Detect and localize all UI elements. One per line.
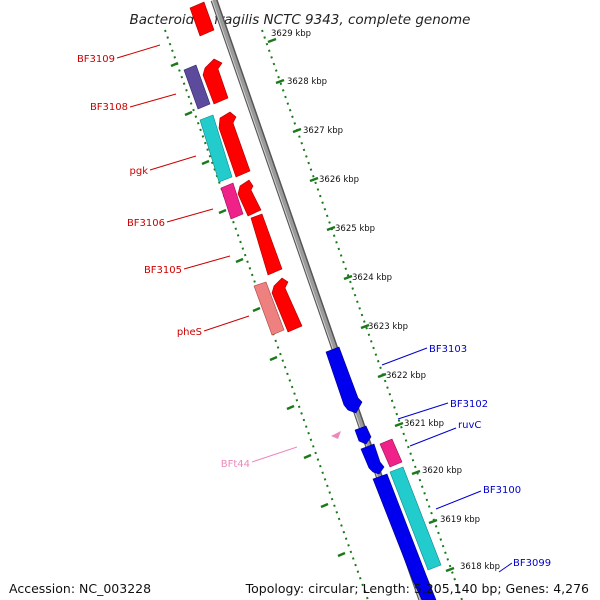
tick-mark (445, 566, 455, 573)
gene-label[interactable]: pgk (130, 166, 149, 177)
tick-mark (394, 421, 404, 428)
tick-label: 3627 kbp (303, 126, 343, 136)
tick-mark (267, 37, 277, 44)
reverse-strand (325, 346, 442, 600)
tick-mark (326, 225, 336, 232)
tick-mark (411, 469, 421, 476)
gene-label[interactable]: BF3109 (77, 54, 115, 65)
tick-label: 3619 kbp (440, 515, 480, 525)
tick-mark (269, 355, 278, 362)
leader-line (116, 44, 161, 59)
tick-mark (309, 176, 319, 183)
leader-line (129, 93, 177, 108)
tick-mark (343, 274, 353, 281)
gene-label[interactable]: BF3102 (450, 399, 488, 410)
tick-mark (286, 404, 295, 411)
tick-label: 3623 kbp (368, 322, 408, 332)
gene-label[interactable]: ruvC (458, 420, 481, 431)
forward-gene-arrow[interactable] (237, 179, 262, 217)
tick-label: 3618 kbp (460, 562, 500, 572)
tick-label: 3621 kbp (404, 419, 444, 429)
inner-tick-rail (261, 29, 463, 600)
cog-block-magenta[interactable] (379, 438, 403, 468)
leader-line (251, 446, 298, 463)
reverse-gene-arrow[interactable] (325, 346, 363, 414)
tick-mark (252, 306, 261, 313)
forward-gene-arrow[interactable] (250, 213, 283, 276)
forward-gene-arrow[interactable] (271, 277, 303, 333)
cog-block-salmon[interactable] (253, 281, 285, 336)
cog-block-cyan[interactable] (389, 466, 442, 571)
reverse-gene-arrow[interactable] (372, 473, 437, 600)
forward-strand (183, 1, 303, 336)
tick-label: 3629 kbp (271, 29, 311, 39)
tick-mark (170, 61, 179, 68)
gene-label[interactable]: BF3106 (127, 218, 165, 229)
accession-text: Accession: NC_003228 (9, 581, 152, 596)
reverse-gene-arrow[interactable] (354, 425, 372, 445)
leader-line (381, 347, 428, 366)
tick-mark (428, 518, 438, 525)
leader-line (435, 490, 482, 510)
cog-block-purple[interactable] (183, 64, 211, 110)
forward-labels: BF3109 BF3108 pgk BF3106 BF3105 pheS (77, 44, 250, 338)
forward-gene-arrow[interactable] (189, 1, 215, 37)
tick-mark (218, 208, 227, 215)
leader-line (203, 315, 250, 332)
leader-line (397, 402, 449, 420)
tick-mark (201, 159, 210, 166)
gene-label[interactable]: pheS (177, 327, 202, 338)
tick-mark (320, 502, 329, 509)
tick-label: 3624 kbp (352, 273, 392, 283)
leader-line (409, 427, 457, 447)
gene-label[interactable]: BF3108 (90, 102, 128, 113)
leader-line (166, 208, 214, 223)
forward-gene-arrow[interactable] (202, 58, 229, 105)
tick-label: 3625 kbp (335, 224, 375, 234)
leader-line (183, 255, 231, 270)
tick-label: 3620 kbp (422, 466, 462, 476)
tick-mark (292, 127, 302, 134)
reverse-labels: BF3103 BF3102 ruvC BF3100 BF3099 (381, 344, 551, 573)
tick-mark (377, 372, 387, 379)
outer-rail-ticks (170, 61, 346, 558)
gene-label[interactable]: BF3105 (144, 265, 182, 276)
genome-summary-text: Topology: circular; Length: 5,205,140 bp… (245, 581, 589, 596)
tick-mark (275, 78, 285, 85)
trna-marker[interactable] (331, 431, 341, 439)
forward-gene-arrow[interactable] (218, 111, 251, 178)
tick-mark (303, 453, 312, 460)
gene-label[interactable]: BF3100 (483, 485, 521, 496)
trna-label[interactable]: BFt44 (221, 459, 250, 470)
kbp-ticks: 3629 kbp 3628 kbp 3627 kbp 3626 kbp 3625… (267, 29, 500, 573)
tick-mark (360, 323, 370, 330)
tick-label: 3628 kbp (287, 77, 327, 87)
cog-block-magenta[interactable] (220, 182, 244, 220)
gene-label[interactable]: BF3103 (429, 344, 467, 355)
tick-label: 3626 kbp (319, 175, 359, 185)
tick-mark (235, 257, 244, 264)
cog-block-cyan[interactable] (199, 114, 233, 183)
tick-mark (337, 551, 346, 558)
reverse-gene-arrow[interactable] (360, 443, 385, 475)
tick-label: 3622 kbp (386, 371, 426, 381)
tick-mark (184, 110, 193, 117)
map-title: Bacteroides fragilis NCTC 9343, complete… (130, 12, 471, 28)
leader-line (149, 155, 197, 171)
gene-label[interactable]: BF3099 (513, 558, 551, 569)
leader-line (498, 562, 513, 573)
